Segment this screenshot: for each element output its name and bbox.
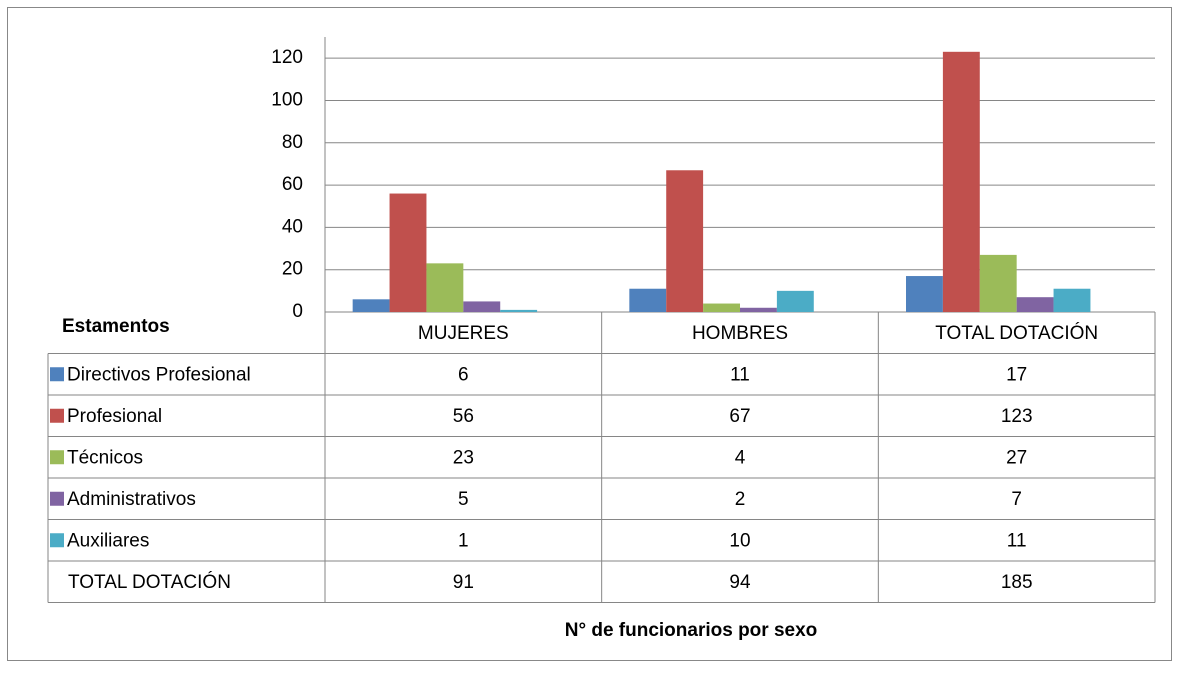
legend-key [50, 367, 64, 382]
y-tick-label: 100 [271, 89, 303, 110]
bar [1053, 288, 1091, 312]
bar [776, 290, 814, 312]
bar [942, 51, 980, 313]
legend-label: Profesional [67, 406, 162, 427]
table-value: 91 [453, 572, 474, 593]
bar [703, 303, 740, 312]
legend-label: Auxiliares [67, 530, 149, 551]
y-tick-label: 0 [292, 301, 303, 322]
bar [463, 301, 501, 312]
legend-label: TOTAL DOTACIÓN [68, 571, 231, 593]
y-tick-label: 20 [282, 259, 303, 280]
bar [629, 288, 667, 312]
legend-key [50, 450, 64, 465]
bar [389, 193, 427, 312]
y-tick-label: 120 [271, 47, 303, 68]
legend-label: Administrativos [67, 489, 196, 510]
bar [906, 276, 943, 312]
x-tick-label: MUJERES [418, 323, 509, 344]
table-value: 1 [458, 530, 469, 551]
bar [426, 263, 464, 312]
table-value: 11 [1007, 530, 1027, 551]
legend-key [50, 408, 64, 423]
table-value: 6 [458, 364, 469, 385]
table-value: 4 [735, 447, 746, 468]
table-value: 11 [730, 364, 750, 385]
bar [979, 254, 1017, 312]
x-tick-label: HOMBRES [692, 323, 788, 344]
table-value: 23 [453, 447, 474, 468]
table-value: 10 [729, 530, 750, 551]
table-value: 56 [453, 406, 474, 427]
legend-key [50, 491, 64, 506]
legend-label: Directivos Profesional [67, 364, 251, 385]
table-value: 67 [729, 406, 750, 427]
y-tick-label: 60 [282, 174, 303, 195]
table-value: 5 [458, 489, 469, 510]
bar [1016, 297, 1054, 312]
table-value: 123 [1001, 406, 1033, 427]
table-value: 17 [1006, 364, 1027, 385]
table-value: 27 [1006, 447, 1027, 468]
table-value: 185 [1001, 572, 1033, 593]
bar [500, 309, 538, 312]
table-header: Estamentos [62, 316, 170, 337]
y-tick-label: 80 [282, 132, 303, 153]
table-value: 94 [729, 572, 751, 593]
legend-key [50, 533, 64, 548]
legend-label: Técnicos [67, 447, 143, 468]
bar [740, 307, 777, 312]
x-tick-label: TOTAL DOTACIÓN [935, 322, 1098, 344]
bar [666, 170, 704, 312]
x-axis-label: N° de funcionarios por sexo [565, 620, 818, 641]
y-tick-label: 40 [282, 216, 303, 237]
bar [352, 299, 390, 312]
table-value: 7 [1011, 489, 1022, 510]
table-value: 2 [735, 489, 746, 510]
